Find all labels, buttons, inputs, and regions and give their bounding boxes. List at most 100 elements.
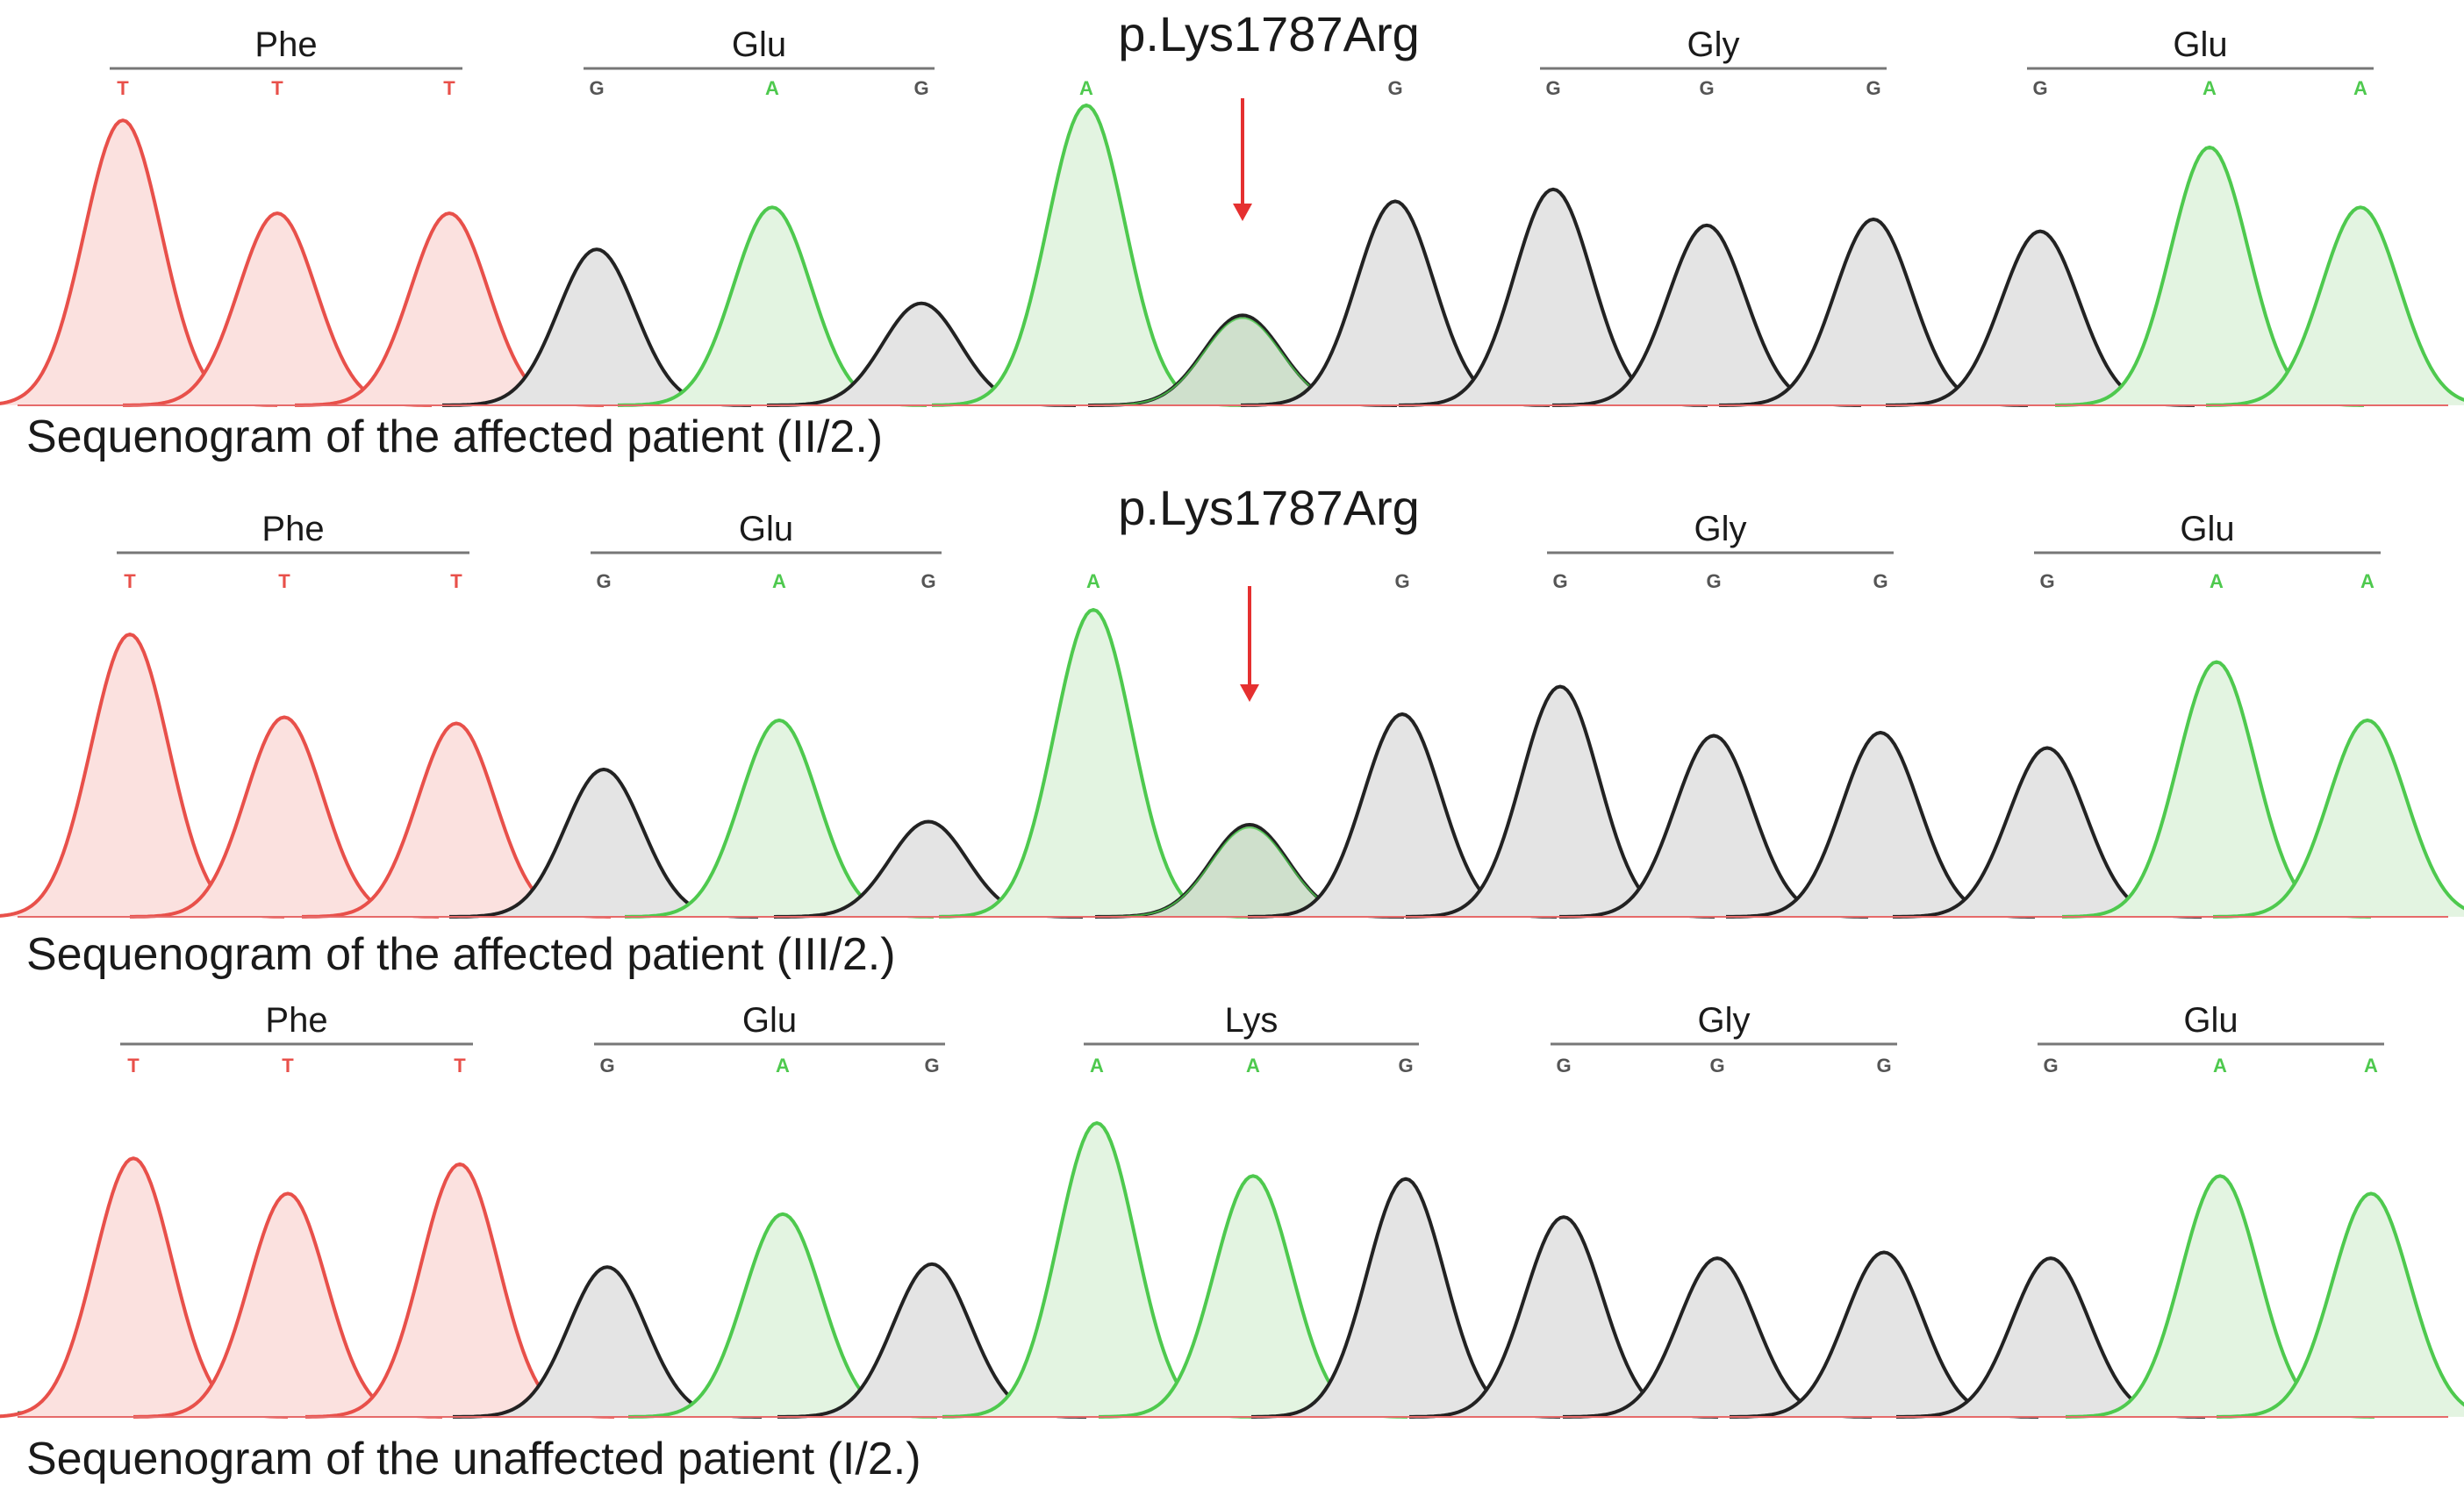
base-call-label: G bbox=[599, 1055, 614, 1077]
base-call-label: G bbox=[1398, 1055, 1413, 1077]
base-call-label: G bbox=[596, 570, 611, 592]
base-call-label: A bbox=[2360, 570, 2374, 592]
base-call-label: A bbox=[772, 570, 786, 592]
base-call-label: G bbox=[913, 77, 928, 99]
base-call-label: A bbox=[2213, 1055, 2227, 1077]
peak-fill bbox=[932, 105, 1241, 405]
peak-fill bbox=[1726, 733, 2035, 917]
peak-fill bbox=[1896, 1258, 2205, 1417]
mutation-arrow-2 bbox=[1240, 586, 1259, 702]
base-call-label: T bbox=[278, 570, 290, 592]
mutation-arrow-1 bbox=[1233, 98, 1252, 221]
base-call-label: G bbox=[1709, 1055, 1724, 1077]
base-call-label: A bbox=[1086, 570, 1100, 592]
base-call-label: T bbox=[127, 1055, 140, 1077]
base-call-label: G bbox=[1545, 77, 1560, 99]
peak-fill bbox=[1088, 315, 1397, 405]
base-call-label: T bbox=[124, 570, 136, 592]
peak-fill bbox=[777, 1263, 1086, 1417]
codon-aa-label: Gly bbox=[1694, 510, 1747, 548]
peak-fill bbox=[939, 610, 1248, 917]
peak-trace bbox=[2217, 1191, 2464, 1419]
peak-fill bbox=[1248, 714, 1557, 917]
peak-fill bbox=[618, 207, 927, 405]
base-call-label: T bbox=[450, 570, 462, 592]
codon-aa-label: Glu bbox=[742, 1001, 797, 1040]
codon-aa-label: Glu bbox=[732, 25, 786, 64]
base-call-label: A bbox=[776, 1055, 790, 1077]
peak-fill bbox=[2206, 207, 2464, 405]
panel-3: Phe T T T Glu G A G Lys A A G Gly G G G Glu G A A Sequenogr… bbox=[0, 1001, 2464, 1484]
caption-1: Sequenogram of the affected patient (II/… bbox=[26, 411, 883, 462]
trace-1 bbox=[0, 104, 2464, 407]
base-call-label: A bbox=[2353, 77, 2367, 99]
codon-aa-label: Glu bbox=[2173, 25, 2227, 64]
peak-fill bbox=[625, 720, 934, 917]
caption-2: Sequenogram of the affected patient (III… bbox=[26, 929, 896, 980]
codon-aa-label: Glu bbox=[739, 510, 793, 548]
peak-fill bbox=[442, 249, 751, 405]
codon-aa-label: Phe bbox=[261, 510, 324, 548]
caption-3: Sequenogram of the unaffected patient (I… bbox=[26, 1434, 921, 1484]
arrow-head bbox=[1240, 684, 1259, 702]
codon-aa-label: Gly bbox=[1687, 25, 1740, 64]
base-call-label: T bbox=[443, 77, 455, 99]
base-call-label: G bbox=[1699, 77, 1714, 99]
peak-fill bbox=[0, 120, 277, 405]
peak-fill bbox=[295, 213, 604, 405]
variant-label-1: p.Lys1787Arg bbox=[1118, 6, 1420, 61]
peak-fill bbox=[1552, 225, 1861, 405]
peak-trace bbox=[2206, 205, 2464, 407]
base-call-label: A bbox=[2203, 77, 2217, 99]
base-call-label: T bbox=[282, 1055, 294, 1077]
codon-row-1: Phe T T T Glu G A G A G Gly G G G Glu G A A bbox=[110, 25, 2374, 99]
peak-fill bbox=[1399, 189, 1708, 405]
base-call-label: G bbox=[1552, 570, 1567, 592]
peak-fill bbox=[1251, 1178, 1560, 1417]
base-call-label: A bbox=[2210, 570, 2224, 592]
base-call-label: G bbox=[1873, 570, 1887, 592]
peak-fill bbox=[2055, 147, 2364, 405]
peak-fill bbox=[449, 769, 758, 917]
peak-fill bbox=[130, 717, 439, 917]
peak-fill bbox=[774, 821, 1083, 917]
base-call-label: T bbox=[117, 77, 129, 99]
base-call-label: G bbox=[2039, 570, 2054, 592]
codon-aa-label: Phe bbox=[265, 1001, 327, 1040]
peak-fill bbox=[305, 1163, 614, 1417]
peak-fill bbox=[628, 1213, 937, 1417]
peak-fill bbox=[1406, 686, 1715, 917]
peak-fill bbox=[123, 213, 432, 405]
base-call-label: G bbox=[589, 77, 604, 99]
trace-3 bbox=[0, 1121, 2464, 1419]
peak-fill bbox=[1241, 201, 1550, 405]
base-call-label: G bbox=[1876, 1055, 1891, 1077]
base-call-label: A bbox=[1246, 1055, 1260, 1077]
base-call-label: G bbox=[1387, 77, 1402, 99]
peak-fill bbox=[2217, 1193, 2464, 1417]
base-call-label: A bbox=[1079, 77, 1093, 99]
codon-row-2: Phe T T T Glu G A G A G Gly G G G Glu G A A bbox=[117, 510, 2381, 592]
base-call-label: A bbox=[765, 77, 779, 99]
arrow-head bbox=[1233, 204, 1252, 221]
base-call-label: G bbox=[2032, 77, 2047, 99]
peak-fill bbox=[302, 723, 611, 917]
peak-fill bbox=[1719, 219, 2028, 405]
peak-fill bbox=[1886, 231, 2195, 405]
base-call-label: A bbox=[1090, 1055, 1104, 1077]
codon-aa-label: Glu bbox=[2180, 510, 2234, 548]
codon-aa-label: Gly bbox=[1698, 1001, 1751, 1040]
codon-row-3: Phe T T T Glu G A G Lys A A G Gly G G G Glu G A A bbox=[120, 1001, 2384, 1077]
base-call-label: T bbox=[271, 77, 283, 99]
peak-fill bbox=[133, 1193, 442, 1417]
peak-fill bbox=[1095, 825, 1404, 917]
peak-fill bbox=[2062, 662, 2371, 917]
peak-fill bbox=[942, 1123, 1251, 1417]
peak-fill bbox=[0, 634, 284, 917]
peak-fill bbox=[1099, 1176, 1407, 1417]
base-call-label: G bbox=[1394, 570, 1409, 592]
peak-fill bbox=[453, 1267, 762, 1417]
peak-fill bbox=[2213, 720, 2464, 917]
